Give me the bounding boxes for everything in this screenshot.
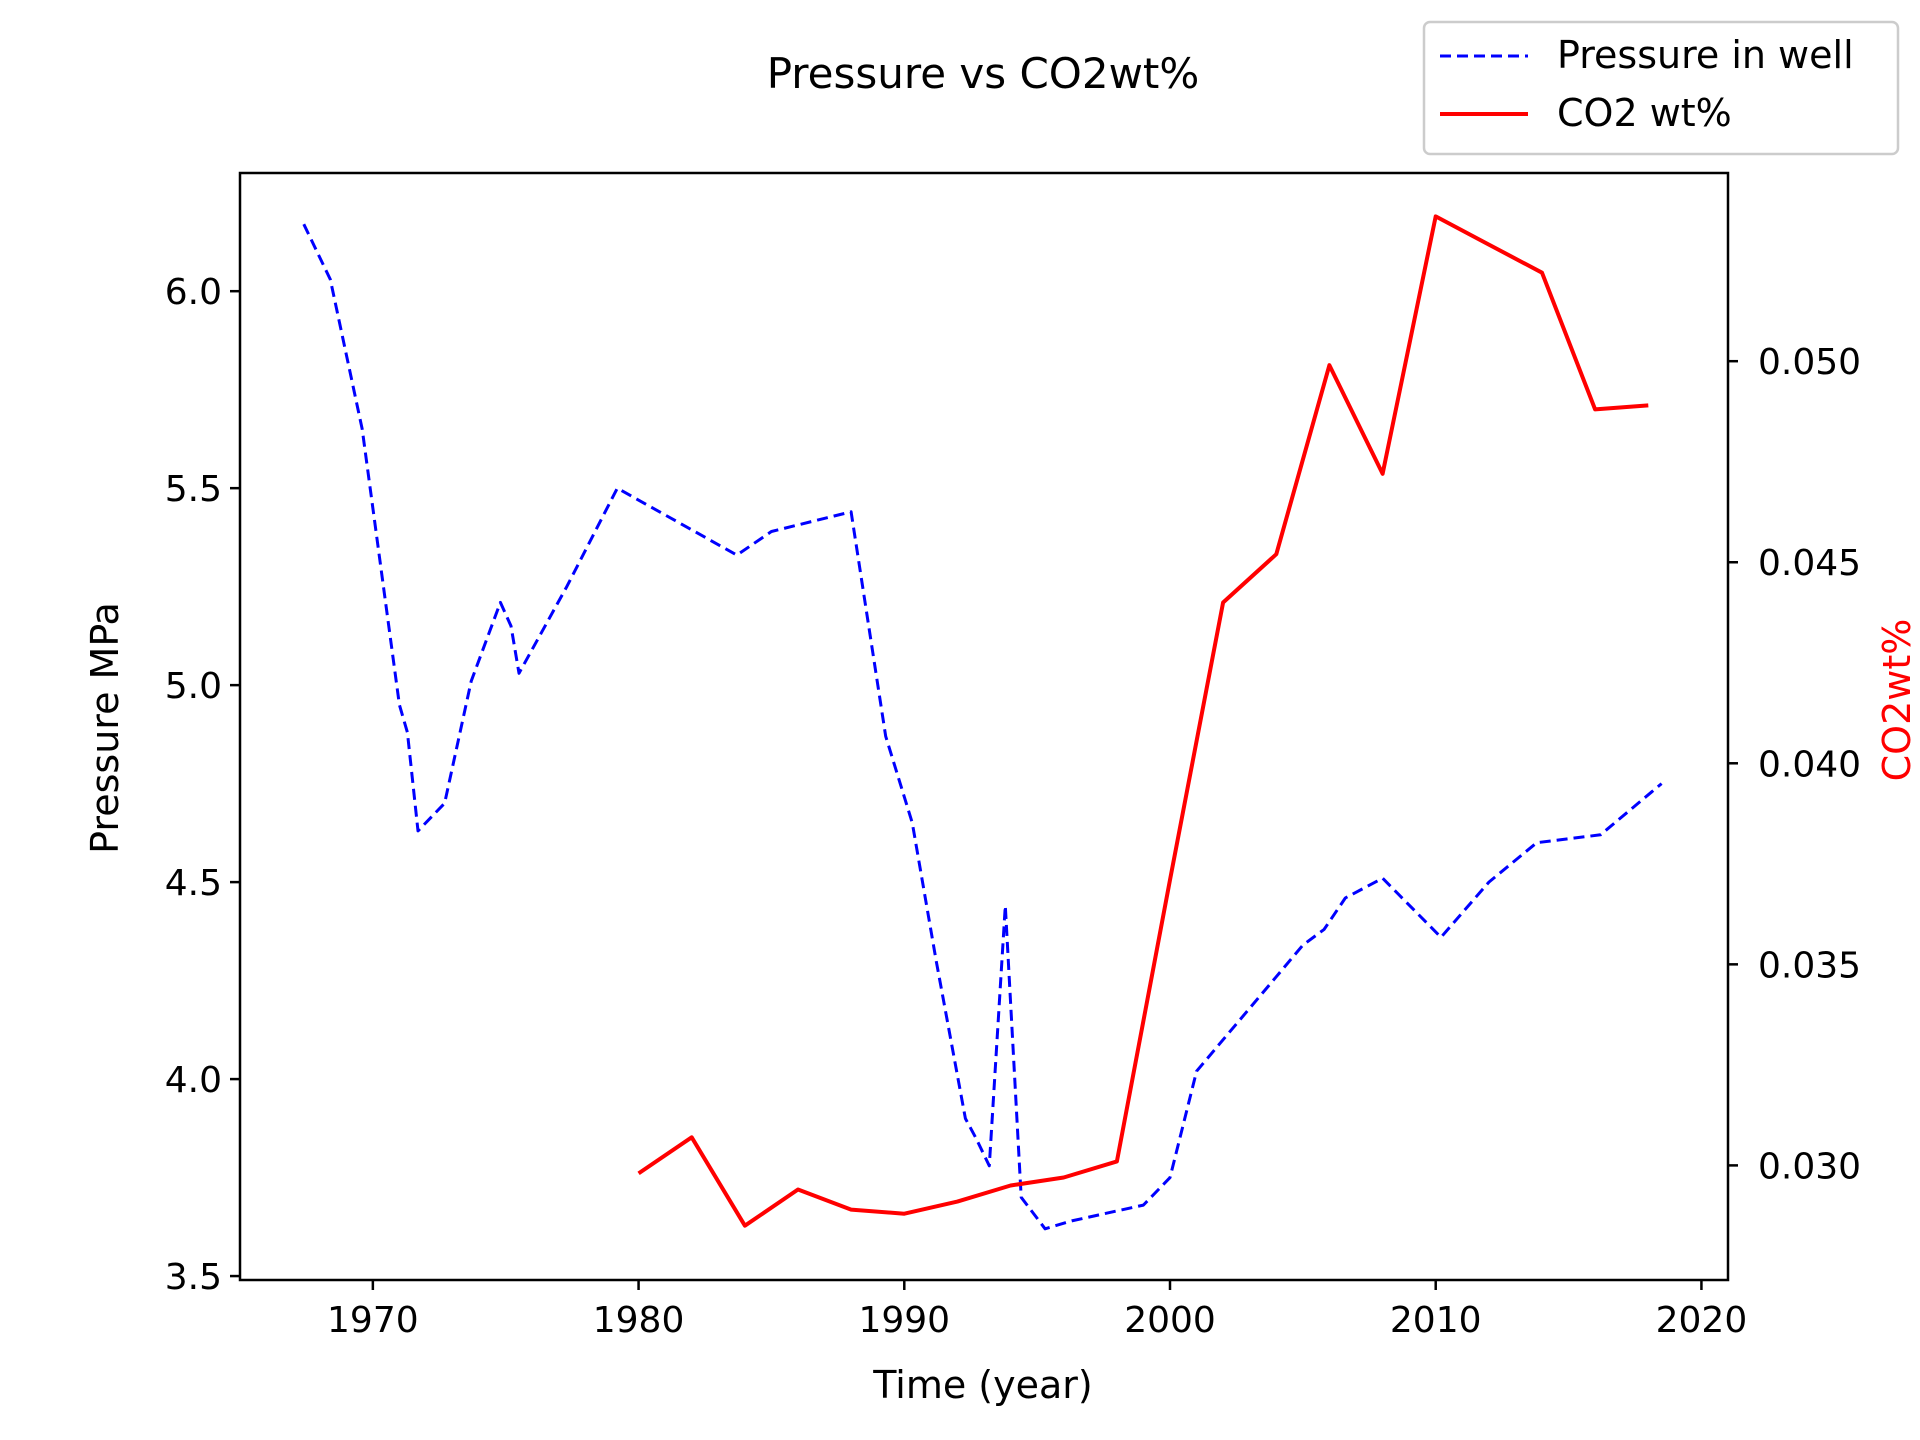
series-layer bbox=[302, 214, 1663, 1231]
y-axis-ticks: 3.5 4.0 4.5 5.0 5.5 6.0 bbox=[165, 272, 240, 1298]
y2-tick-label: 0.030 bbox=[1758, 1146, 1861, 1187]
x-tick-label: 2000 bbox=[1124, 1300, 1216, 1341]
y-tick-label: 3.5 bbox=[165, 1257, 222, 1298]
co2-series-line bbox=[637, 214, 1649, 1228]
y2-tick-label: 0.040 bbox=[1758, 744, 1861, 785]
y-tick-label: 4.5 bbox=[165, 863, 222, 904]
x-tick-label: 1990 bbox=[858, 1300, 950, 1341]
y2-tick-label: 0.045 bbox=[1758, 543, 1861, 584]
x-axis-ticks: 1970 1980 1990 2000 2010 2020 bbox=[327, 1280, 1747, 1341]
y-tick-label: 6.0 bbox=[165, 272, 222, 313]
legend-co2-label: CO2 wt% bbox=[1557, 91, 1732, 135]
x-tick-label: 1970 bbox=[327, 1300, 419, 1341]
y2-axis-label: CO2wt% bbox=[1875, 619, 1919, 782]
legend-pressure-label: Pressure in well bbox=[1557, 33, 1854, 77]
y-axis-label: Pressure MPa bbox=[83, 602, 127, 854]
legend: Pressure in well CO2 wt% bbox=[1422, 20, 1900, 156]
y-tick-label: 5.0 bbox=[165, 666, 222, 707]
x-tick-label: 1980 bbox=[593, 1300, 685, 1341]
y2-tick-label: 0.035 bbox=[1758, 945, 1861, 986]
x-tick-label: 2020 bbox=[1656, 1300, 1748, 1341]
x-axis-label: Time (year) bbox=[872, 1363, 1093, 1407]
pressure-series-line bbox=[302, 223, 1663, 1231]
y-tick-label: 5.5 bbox=[165, 469, 222, 510]
y2-axis-ticks: 0.030 0.035 0.040 0.045 0.050 bbox=[1728, 342, 1861, 1187]
x-tick-label: 2010 bbox=[1390, 1300, 1482, 1341]
y-tick-label: 4.0 bbox=[165, 1060, 222, 1101]
y2-tick-label: 0.050 bbox=[1758, 342, 1861, 383]
plot-frame bbox=[238, 171, 1730, 1282]
legend-box bbox=[1422, 20, 1900, 156]
chart-title: Pressure vs CO2wt% bbox=[767, 49, 1200, 98]
